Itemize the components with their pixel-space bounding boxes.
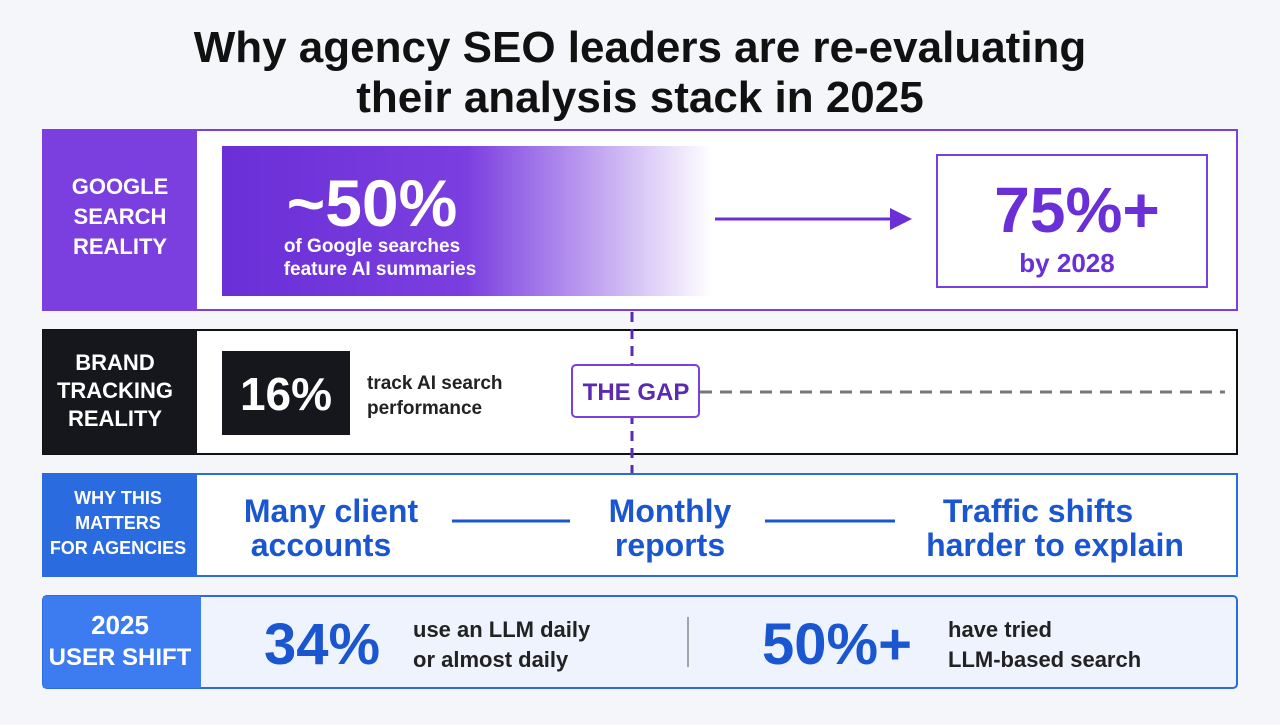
stat-desc: of Google searches	[284, 236, 460, 257]
row-label: FOR AGENCIES	[50, 538, 186, 558]
item: reports	[615, 527, 725, 563]
stat: 50%+	[762, 612, 912, 677]
stat: 16%	[240, 368, 332, 420]
row-box	[42, 595, 1238, 689]
row-label: REALITY	[73, 234, 167, 259]
item: Traffic shifts	[943, 493, 1133, 529]
stat-bg	[222, 351, 350, 435]
item: harder to explain	[926, 527, 1184, 563]
row-label: GOOGLE	[72, 174, 169, 199]
row-label: SEARCH	[74, 204, 167, 229]
stat-desc: feature AI summaries	[284, 259, 477, 280]
item: Monthly	[609, 493, 732, 529]
row-label: REALITY	[68, 406, 162, 431]
item: Many client	[244, 493, 419, 529]
row-label-bg	[43, 130, 197, 310]
title: their analysis stack in 2025	[356, 73, 923, 122]
target: 75%+	[994, 174, 1159, 246]
row-label-bg	[43, 330, 197, 454]
target-box	[936, 154, 1208, 288]
row-label: MATTERS	[75, 513, 161, 533]
stat-desc: have tried	[948, 617, 1052, 642]
gap-label: THE GAP	[583, 379, 690, 406]
row-label: 2025	[91, 610, 149, 640]
stat-desc: performance	[367, 398, 482, 419]
title: Why agency SEO leaders are re-evaluating	[194, 23, 1087, 72]
item: accounts	[251, 527, 391, 563]
row-label-bg	[43, 474, 197, 576]
stat: 34%	[264, 612, 380, 677]
stat-desc: LLM-based search	[948, 647, 1141, 672]
row-label: USER SHIFT	[49, 644, 192, 671]
stat-bg	[222, 146, 712, 296]
stat-desc: or almost daily	[413, 647, 569, 672]
row-label: WHY THIS	[74, 488, 162, 508]
row-label: BRAND	[75, 350, 154, 375]
row-box	[42, 473, 1238, 577]
row-label: TRACKING	[57, 378, 173, 403]
target-note: by 2028	[1019, 248, 1114, 278]
row-label-bg	[43, 596, 201, 688]
gap-box	[571, 364, 700, 418]
arrow-head	[890, 208, 912, 230]
stat-desc: track AI search	[367, 373, 503, 394]
stat-desc: use an LLM daily	[413, 617, 591, 642]
stat: ~50%	[287, 166, 458, 240]
